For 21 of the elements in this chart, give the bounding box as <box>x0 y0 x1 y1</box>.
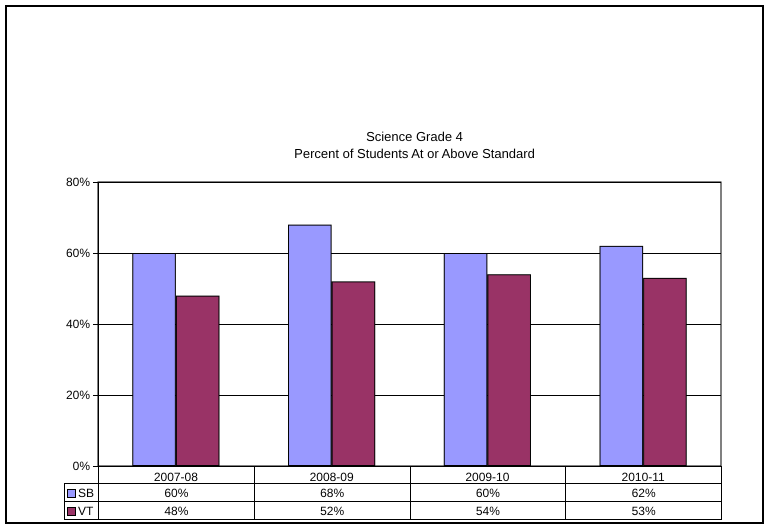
data-label: 48% <box>98 502 254 520</box>
chart-subtitle: Percent of Students At or Above Standard <box>294 146 535 161</box>
legend-label: VT <box>64 502 98 520</box>
chart-title: Science Grade 4 <box>366 129 463 144</box>
data-label: 62% <box>566 484 722 502</box>
data-label: 52% <box>254 502 410 520</box>
x-tick-label: 2007-08 <box>154 470 198 484</box>
y-tick-label: 80% <box>66 175 90 189</box>
data-label: 53% <box>566 502 722 520</box>
y-tick-label: 20% <box>66 388 90 402</box>
x-tick-label: 2009-10 <box>465 470 510 484</box>
y-tick-label: 0% <box>72 459 90 473</box>
x-tick-label: 2010-11 <box>622 470 666 484</box>
data-label: 54% <box>410 502 566 520</box>
data-label: 68% <box>254 484 410 502</box>
y-tick-label: 60% <box>66 246 90 260</box>
y-tick-label: 40% <box>66 317 90 331</box>
x-tick-label: 2008-09 <box>310 470 354 484</box>
legend-label: SB <box>64 484 98 502</box>
data-label: 60% <box>410 484 566 502</box>
data-label: 60% <box>98 484 254 502</box>
